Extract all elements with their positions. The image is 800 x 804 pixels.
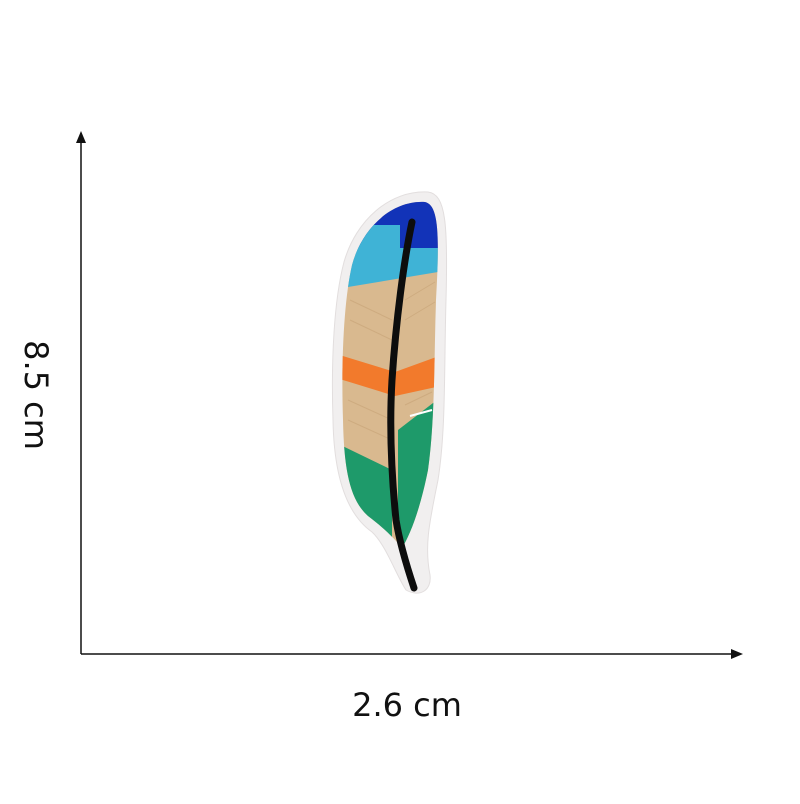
light-blue-band bbox=[342, 248, 438, 290]
width-axis-arrowhead bbox=[731, 649, 743, 659]
width-label: 2.6 cm bbox=[352, 686, 462, 724]
height-axis-arrowhead bbox=[76, 131, 86, 143]
height-label: 8.5 cm bbox=[17, 340, 55, 450]
stitch-texture bbox=[347, 281, 436, 441]
feather-shaft bbox=[387, 218, 418, 592]
white-accent-stitch bbox=[409, 409, 433, 417]
